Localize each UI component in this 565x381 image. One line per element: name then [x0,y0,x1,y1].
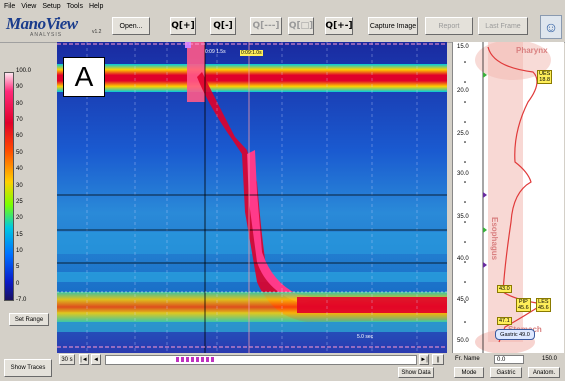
previous-frame-icon[interactable]: ◄ [91,354,101,365]
time-marker-cursor[interactable]: 0:09:1.0s [240,50,263,56]
play-icon[interactable]: ►| [419,354,429,365]
colorbar-tick: 20 [16,215,23,222]
menu-help[interactable]: Help [88,2,104,10]
depth-label: 50.0 [457,338,469,344]
ues-tag[interactable]: UES 18.8 [537,70,553,84]
colorbar-tick: 80 [16,100,23,107]
menu-file[interactable]: File [4,2,16,10]
depth-tag-upper[interactable]: 43.0 [497,285,512,293]
menu-setup[interactable]: Setup [42,2,61,10]
pip-tag[interactable]: PIP 45.6 [516,298,531,312]
colorbar-tick: 5 [16,264,20,271]
pressure-heatmap [57,42,447,353]
help-icon[interactable]: ☺ [540,15,562,39]
timeline-scrubber[interactable] [105,355,417,365]
menu-view[interactable]: View [21,2,37,10]
pharynx-label: Pharynx [516,46,548,55]
zoom-in-icon[interactable]: Q[+] [170,17,196,35]
report-button[interactable]: Report [425,17,473,35]
depth-label: 20.0 [457,88,469,94]
depth-label: 15.0 [457,44,469,50]
app-logo: ManoView [6,14,78,33]
depth-label: 35.0 [457,214,469,220]
esophagus-label: Esophagus [490,217,499,261]
colorbar-tick: 70 [16,117,23,124]
zoom-box-icon[interactable]: Q[□] [288,17,314,35]
colorbar-tick: 50 [16,149,23,156]
version-label: v1.2 [92,29,102,35]
colorbar-tick: -7.0 [16,297,27,303]
colorbar-tick: 60 [16,133,23,140]
show-data-button[interactable]: Show Data [398,367,434,378]
pressure-colorbar [4,72,14,301]
set-range-button[interactable]: Set Range [9,313,49,326]
timeline-bar: 30 s |◄ ◄ ►| || [57,353,447,365]
first-frame-icon[interactable]: |◄ [79,354,89,365]
colorbar-tick: 25 [16,198,23,205]
right-controls: Fr. Name 0.0 150.0 Mode Gastric Anatom. [452,353,563,381]
colorbar-tick: 15 [16,231,23,238]
colorbar-tick: 90 [16,84,23,91]
mode-button[interactable]: Mode [454,367,484,378]
open-button[interactable]: Open... [112,17,150,35]
zoom-fit-icon[interactable]: Q[+-] [325,17,353,35]
pressure-topography-plot[interactable]: 0:09 1.5s 0:09:1.0s 5.0 sec [57,42,447,353]
last-frame-button[interactable]: Last Frame [478,17,528,35]
anatomy-button[interactable]: Anatom. [528,367,560,378]
depth-label: 40.0 [457,256,469,262]
show-traces-button[interactable]: Show Traces [4,359,52,377]
depth-label: 30.0 [457,171,469,177]
gastric-tag[interactable]: Gastric 49.0 [495,329,535,340]
depth-label: 45.0 [457,297,469,303]
menu-tools[interactable]: Tools [66,2,83,10]
panel-label: A [63,57,105,97]
depth-label: 25.0 [457,131,469,137]
colorbar-tick: 30 [16,182,23,189]
zoom-out-icon[interactable]: Q[-] [210,17,236,35]
frame-end-value: 150.0 [542,356,558,362]
toolbar: ManoView ANALYSIS v1.2 Open... Q[+] Q[-]… [0,12,565,43]
menu-bar: File View Setup Tools Help [0,0,565,12]
zoom-range-icon[interactable]: Q[---] [250,17,282,35]
colorbar-tick: 10 [16,247,23,254]
frame-name-field[interactable]: 0.0 [494,355,524,364]
time-marker-left: 0:09 1.5s [205,49,226,55]
frame-name-label: Fr. Name [455,356,480,362]
colorbar-tick: 0 [16,280,20,287]
time-scale-bar: 5.0 sec [357,334,374,340]
pause-icon[interactable]: || [432,354,444,365]
les-tag[interactable]: LES 45.6 [536,298,551,312]
depth-tag-lower[interactable]: 47.1 [497,317,512,325]
gastric-button[interactable]: Gastric [490,367,522,378]
speed-select[interactable]: 30 s [59,354,75,365]
colorbar-tick: 100.0 [16,68,32,74]
anatomy-diagram [464,40,551,354]
colorbar-tick: 40 [16,166,23,173]
logo-subtitle: ANALYSIS [30,32,63,38]
capture-image-button[interactable]: Capture Image [368,17,418,35]
